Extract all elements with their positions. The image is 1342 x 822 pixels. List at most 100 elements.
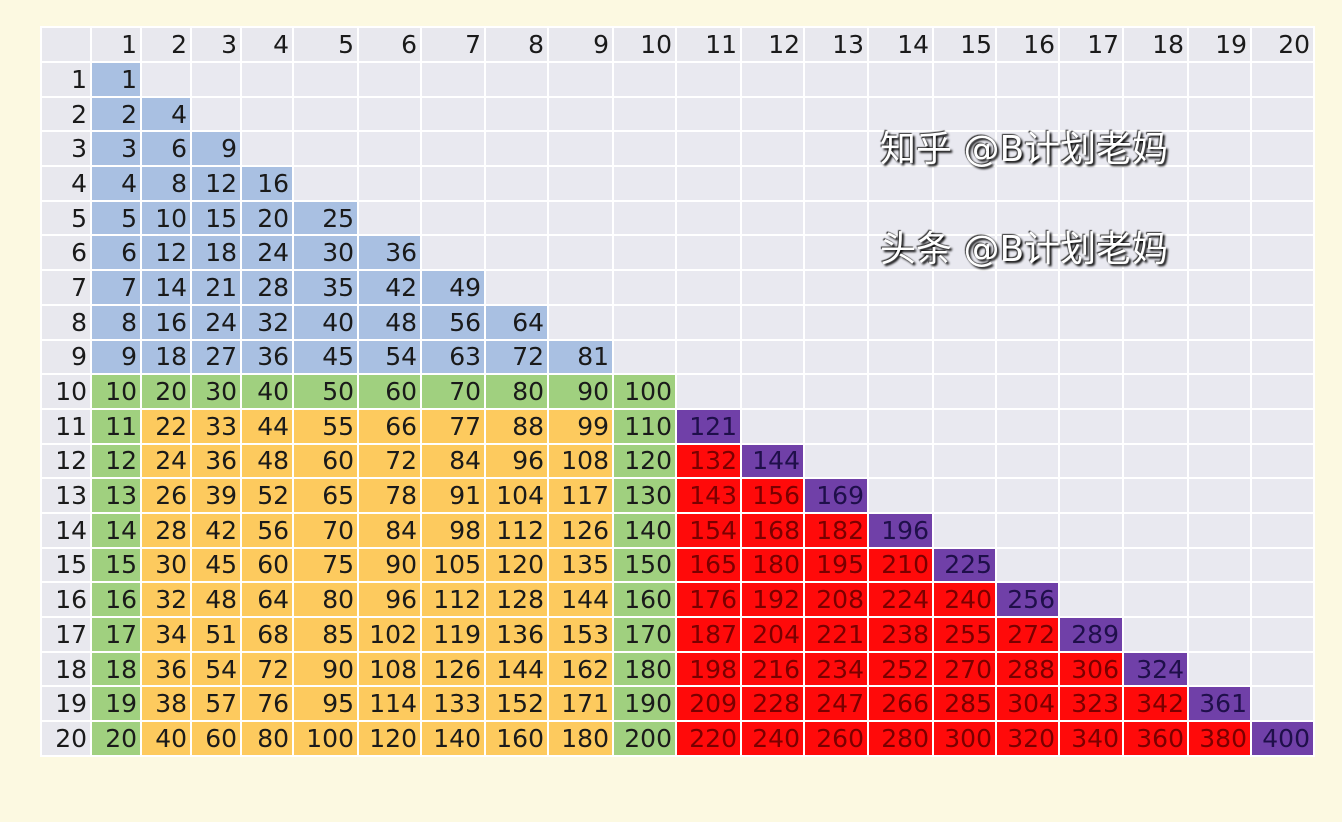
column-header: 2	[140, 26, 192, 63]
column-header: 14	[867, 26, 934, 63]
empty-cell	[140, 61, 192, 98]
table-row: 17 17 34 51 68 85 102 119 136 153 170 187 204 221 238 2…	[40, 616, 1315, 653]
empty-cell	[932, 234, 997, 272]
product-cell: 10	[90, 373, 142, 410]
product-cell: 234	[803, 650, 869, 688]
row-header: 6	[40, 234, 92, 272]
product-cell: 323	[1058, 685, 1124, 723]
product-cell: 49	[420, 269, 486, 306]
empty-cell	[1058, 407, 1124, 445]
product-cell: 182	[803, 511, 869, 549]
empty-cell	[932, 407, 997, 445]
product-cell: 60	[292, 442, 359, 480]
product-cell: 240	[932, 581, 997, 618]
product-cell: 140	[420, 720, 486, 757]
empty-cell	[740, 269, 805, 306]
product-cell: 14	[90, 511, 142, 549]
product-cell: 18	[190, 234, 242, 272]
empty-cell	[1058, 373, 1124, 410]
empty-cell	[995, 61, 1060, 98]
product-cell: 17	[90, 616, 142, 653]
empty-cell	[1187, 477, 1252, 514]
column-header: 18	[1122, 26, 1189, 63]
product-cell: 9	[190, 130, 242, 168]
product-cell: 133	[420, 685, 486, 723]
product-cell: 99	[547, 407, 614, 445]
product-cell: 220	[675, 720, 742, 757]
empty-cell	[932, 269, 997, 306]
empty-cell	[1187, 338, 1252, 376]
empty-cell	[803, 442, 869, 480]
product-cell: 65	[292, 477, 359, 514]
empty-cell	[1122, 269, 1189, 306]
empty-cell	[357, 165, 422, 202]
column-header: 11	[675, 26, 742, 63]
row-header: 18	[40, 650, 92, 688]
row-header: 16	[40, 581, 92, 618]
column-header: 15	[932, 26, 997, 63]
empty-cell	[1058, 61, 1124, 98]
product-cell: 80	[484, 373, 549, 410]
column-header: 13	[803, 26, 869, 63]
empty-cell	[1122, 61, 1189, 98]
product-cell: 57	[190, 685, 242, 723]
row-header: 4	[40, 165, 92, 202]
multiplication-table: 1 2 3 4 5 6 7 8 9 10 11 12 13 14 15 16 17 18 19 20 1 1 2 2 4 3 3 6 9…	[40, 26, 1315, 757]
product-cell: 280	[867, 720, 934, 757]
empty-cell	[867, 234, 934, 272]
product-cell: 51	[190, 616, 242, 653]
empty-cell	[1187, 546, 1252, 584]
product-cell: 135	[547, 546, 614, 584]
product-cell: 21	[190, 269, 242, 306]
empty-cell	[1187, 269, 1252, 306]
empty-cell	[995, 338, 1060, 376]
empty-cell	[932, 61, 997, 98]
column-header: 6	[357, 26, 422, 63]
column-header: 17	[1058, 26, 1124, 63]
empty-cell	[1250, 338, 1315, 376]
empty-cell	[1058, 303, 1124, 341]
product-cell: 266	[867, 685, 934, 723]
empty-cell	[612, 303, 677, 341]
product-cell: 48	[190, 581, 242, 618]
empty-cell	[547, 165, 614, 202]
product-cell: 40	[292, 303, 359, 341]
empty-cell	[420, 234, 486, 272]
row-header: 2	[40, 95, 92, 133]
table-row: 8 8 16 24 32 40 48 56 64	[40, 303, 1315, 341]
empty-cell	[675, 373, 742, 410]
product-cell: 126	[547, 511, 614, 549]
empty-cell	[803, 303, 869, 341]
empty-cell	[932, 303, 997, 341]
row-header: 17	[40, 616, 92, 653]
product-cell: 150	[612, 546, 677, 584]
product-cell: 162	[547, 650, 614, 688]
empty-cell	[1058, 546, 1124, 584]
product-cell: 11	[90, 407, 142, 445]
product-cell: 238	[867, 616, 934, 653]
product-cell: 40	[140, 720, 192, 757]
product-cell: 4	[90, 165, 142, 202]
product-cell: 140	[612, 511, 677, 549]
empty-cell	[484, 234, 549, 272]
empty-cell	[240, 130, 294, 168]
empty-cell	[612, 95, 677, 133]
product-cell: 20	[140, 373, 192, 410]
product-cell: 121	[675, 407, 742, 445]
product-cell: 70	[420, 373, 486, 410]
product-cell: 198	[675, 650, 742, 688]
empty-cell	[995, 199, 1060, 237]
product-cell: 91	[420, 477, 486, 514]
product-cell: 289	[1058, 616, 1124, 653]
empty-cell	[1187, 61, 1252, 98]
product-cell: 8	[140, 165, 192, 202]
column-header: 1	[90, 26, 142, 63]
product-cell: 88	[484, 407, 549, 445]
product-cell: 33	[190, 407, 242, 445]
product-cell: 170	[612, 616, 677, 653]
product-cell: 6	[140, 130, 192, 168]
empty-cell	[420, 61, 486, 98]
table-row: 6 6 12 18 24 30 36	[40, 234, 1315, 272]
